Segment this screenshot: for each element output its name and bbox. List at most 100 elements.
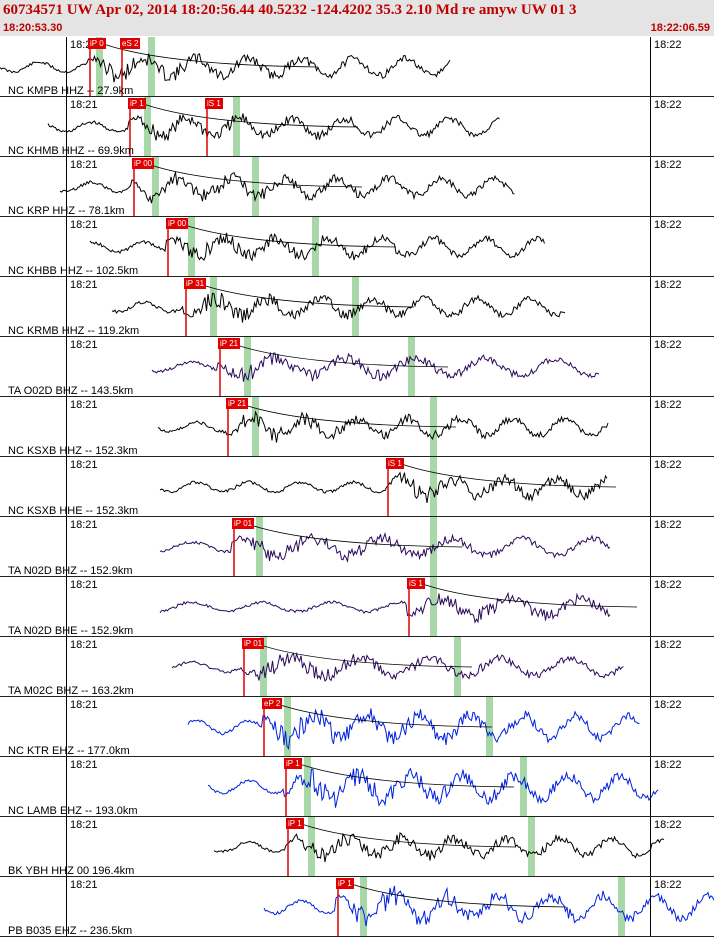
right-time-line bbox=[650, 697, 651, 757]
phase-pick-label[interactable]: iP 1 bbox=[286, 818, 304, 829]
panel-divider bbox=[0, 816, 714, 817]
waveform bbox=[0, 37, 451, 97]
right-time-line bbox=[650, 37, 651, 97]
right-time-line bbox=[650, 637, 651, 697]
waveform bbox=[187, 697, 640, 757]
panel-divider bbox=[0, 156, 714, 157]
station-label: TA M02C BHZ -- 163.2km bbox=[8, 685, 134, 697]
time-label-right: 18:22 bbox=[654, 519, 682, 531]
phase-pick-label[interactable]: iP 21 bbox=[226, 398, 249, 409]
phase-pick-label[interactable]: iP 1 bbox=[128, 98, 146, 109]
time-label-right: 18:22 bbox=[654, 459, 682, 471]
phase-pick-label[interactable]: iP 01 bbox=[242, 638, 265, 649]
seismogram-panel: 18:21 18:22 eP 2 NC KTR EHZ -- 177.0km bbox=[0, 697, 714, 757]
left-time-line bbox=[66, 37, 67, 97]
waveform bbox=[151, 337, 600, 397]
start-time: 18:20:53.30 bbox=[3, 22, 63, 34]
phase-window bbox=[252, 397, 259, 457]
phase-pick-label[interactable]: iP 00 bbox=[132, 158, 155, 169]
time-label-left: 18:21 bbox=[70, 219, 98, 231]
left-time-line bbox=[66, 277, 67, 337]
waveform-trace bbox=[159, 471, 608, 503]
phase-pick-label[interactable]: iP 01 bbox=[232, 518, 255, 529]
seismogram-panel: 18:21 18:22 iP 00 NC KRP HHZ -- 78.1km bbox=[0, 157, 714, 217]
phase-pick-label[interactable]: iP 31 bbox=[184, 278, 207, 289]
waveform bbox=[159, 517, 611, 577]
time-label-left: 18:21 bbox=[70, 519, 98, 531]
phase-pick-label[interactable]: eP 2 bbox=[262, 698, 283, 709]
time-label-left: 18:21 bbox=[70, 579, 98, 591]
waveform bbox=[159, 577, 638, 637]
travel-time-curve bbox=[293, 761, 515, 788]
travel-time-curve bbox=[227, 341, 449, 368]
phase-window bbox=[96, 37, 103, 97]
travel-time-curve bbox=[271, 701, 493, 728]
station-label: BK YBH HHZ 00 196.4km bbox=[8, 865, 135, 877]
event-title: 60734571 UW Apr 02, 2014 18:20:56.44 40.… bbox=[3, 2, 577, 18]
phase-pick-label[interactable]: iP 0 bbox=[88, 38, 106, 49]
seismogram-panel: 18:21 18:22 iP 1 BK YBH HHZ 00 196.4km bbox=[0, 817, 714, 877]
station-label: TA N02D BHE -- 152.9km bbox=[8, 625, 134, 637]
right-time-line bbox=[650, 97, 651, 157]
right-time-line bbox=[650, 397, 651, 457]
time-label-left: 18:21 bbox=[70, 819, 98, 831]
waveform bbox=[111, 277, 566, 337]
left-time-line bbox=[66, 457, 67, 517]
time-label-left: 18:21 bbox=[70, 159, 98, 171]
waveform-trace bbox=[263, 885, 714, 926]
time-label-right: 18:22 bbox=[654, 759, 682, 771]
phase-window bbox=[256, 517, 263, 577]
time-label-left: 18:21 bbox=[70, 759, 98, 771]
phase-pick-label[interactable]: iP 1 bbox=[336, 878, 354, 889]
panel-divider bbox=[0, 276, 714, 277]
left-time-line bbox=[66, 97, 67, 157]
phase-pick-label[interactable]: iS 1 bbox=[205, 98, 223, 109]
panel-divider bbox=[0, 216, 714, 217]
phase-window bbox=[244, 337, 251, 397]
waveform-trace bbox=[111, 292, 566, 323]
left-time-line bbox=[66, 577, 67, 637]
left-time-line bbox=[66, 637, 67, 697]
left-time-line bbox=[66, 157, 67, 217]
panel-divider bbox=[0, 456, 714, 457]
phase-window bbox=[360, 877, 367, 937]
phase-pick-label[interactable]: iP 21 bbox=[218, 338, 241, 349]
travel-time-curve bbox=[97, 41, 319, 68]
waveform-trace bbox=[47, 113, 500, 142]
right-time-line bbox=[650, 217, 651, 277]
station-label: NC KHMB HHZ -- 69.9km bbox=[8, 145, 134, 157]
phase-pick-label[interactable]: iS 1 bbox=[386, 458, 404, 469]
seismogram-panel: 18:21 18:22 iP 21 NC KSXB HHZ -- 152.3km bbox=[0, 397, 714, 457]
seismogram-panel: 18:21 18:22 iP 00 NC KHBB HHZ -- 102.5km bbox=[0, 217, 714, 277]
waveform-trace bbox=[187, 708, 640, 751]
station-label: TA N02D BHZ -- 152.9km bbox=[8, 565, 133, 577]
waveform bbox=[47, 97, 500, 157]
left-time-line bbox=[66, 517, 67, 577]
travel-time-curve bbox=[193, 281, 415, 308]
phase-pick-label[interactable]: eS 2 bbox=[120, 38, 141, 49]
phase-pick-label[interactable]: iP 00 bbox=[166, 218, 189, 229]
station-label: NC KSXB HHZ -- 152.3km bbox=[8, 445, 138, 457]
seismogram-panel: 18:21 18:22 iP 1 iS 1 NC KHMB HHZ -- 69.9km bbox=[0, 97, 714, 157]
travel-time-curve bbox=[395, 461, 617, 488]
seismogram-panel: 18:21 18:22 iP 31 NC KRMB HHZ -- 119.2km bbox=[0, 277, 714, 337]
phase-window bbox=[284, 697, 291, 757]
left-time-line bbox=[66, 397, 67, 457]
waveform bbox=[157, 397, 609, 457]
seismogram-panel: 18:21 18:22 iS 1 TA N02D BHE -- 152.9km bbox=[0, 577, 714, 637]
phase-pick-label[interactable]: iS 1 bbox=[407, 578, 425, 589]
travel-time-curve bbox=[251, 641, 473, 668]
station-label: NC KHBB HHZ -- 102.5km bbox=[8, 265, 139, 277]
station-label: NC KRMB HHZ -- 119.2km bbox=[8, 325, 140, 337]
right-time-line bbox=[650, 817, 651, 877]
time-label-left: 18:21 bbox=[70, 879, 98, 891]
phase-window bbox=[528, 817, 535, 877]
station-label: NC LAMB EHZ -- 193.0km bbox=[8, 805, 138, 817]
waveform-trace bbox=[59, 171, 515, 204]
time-label-right: 18:22 bbox=[654, 219, 682, 231]
station-label: NC KRP HHZ -- 78.1km bbox=[8, 205, 125, 217]
left-time-line bbox=[66, 817, 67, 877]
time-label-right: 18:22 bbox=[654, 639, 682, 651]
phase-pick-label[interactable]: iP 1 bbox=[284, 758, 302, 769]
panel-divider bbox=[0, 396, 714, 397]
